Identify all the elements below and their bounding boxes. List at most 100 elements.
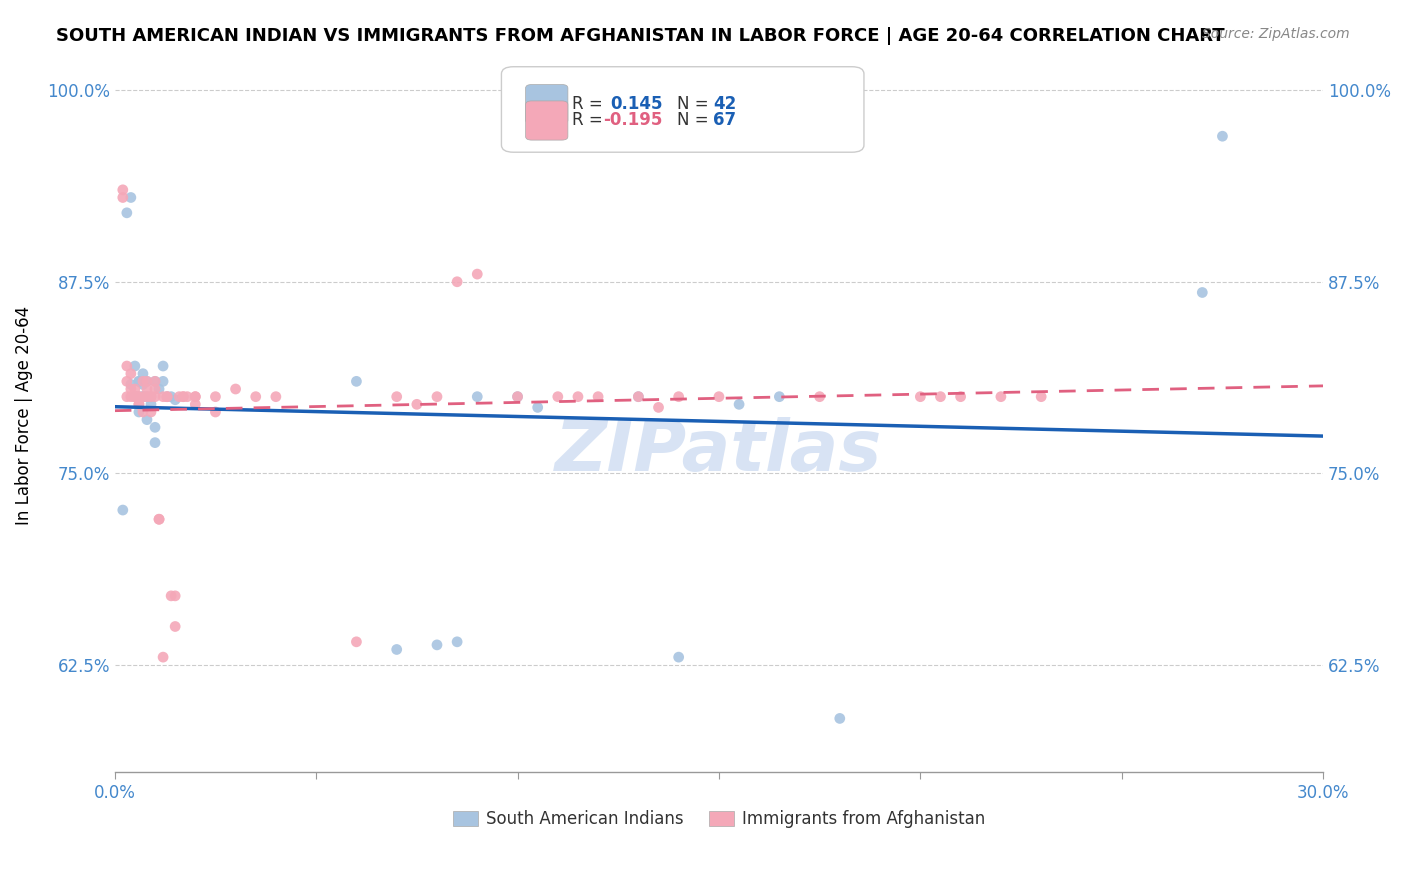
Point [586,390,609,404]
Point [204,390,226,404]
Point [124,390,146,404]
Point [204,405,226,419]
Point [465,267,488,281]
Point [707,390,730,404]
Point [160,390,183,404]
Point [264,390,287,404]
Point [132,377,155,392]
Text: 67: 67 [713,112,735,129]
Text: 0.145: 0.145 [610,95,662,112]
Point [184,390,207,404]
Point [225,382,247,396]
Point [148,512,170,526]
Legend: South American Indians, Immigrants from Afghanistan: South American Indians, Immigrants from … [446,804,991,835]
Point [165,589,187,603]
Point [808,390,831,404]
Point [111,183,134,197]
Point [165,619,187,633]
Point [115,359,138,373]
Point [132,390,155,404]
Point [156,390,179,404]
Point [139,390,162,404]
Point [385,390,408,404]
Point [120,377,142,392]
Point [111,503,134,517]
Point [124,382,146,396]
Text: ZIPatlas: ZIPatlas [555,417,883,486]
Point [143,390,166,404]
Point [346,635,368,649]
Point [567,390,589,404]
Text: N =: N = [676,112,713,129]
Point [156,390,179,404]
Point [128,405,150,419]
Point [128,390,150,404]
Point [143,420,166,434]
Point [120,190,142,204]
Point [136,412,159,426]
Point [547,390,569,404]
Point [128,390,150,404]
Text: SOUTH AMERICAN INDIAN VS IMMIGRANTS FROM AFGHANISTAN IN LABOR FORCE | AGE 20-64 : SOUTH AMERICAN INDIAN VS IMMIGRANTS FROM… [56,27,1225,45]
Text: R =: R = [571,112,607,129]
Point [143,375,166,389]
Point [1191,285,1213,300]
Point [245,390,267,404]
Point [132,375,155,389]
Text: R =: R = [571,95,607,112]
Point [124,390,146,404]
Point [128,375,150,389]
Point [627,390,650,404]
Point [128,397,150,411]
Point [668,390,690,404]
Point [148,512,170,526]
Point [828,711,851,725]
Point [120,367,142,381]
Point [152,359,174,373]
Point [128,397,150,411]
Point [910,390,932,404]
Point [1031,390,1053,404]
Point [668,650,690,665]
Point [132,405,155,419]
Point [184,390,207,404]
Point [120,390,142,404]
Point [426,390,449,404]
Point [176,390,198,404]
Point [627,390,650,404]
Point [929,390,952,404]
FancyBboxPatch shape [526,101,568,140]
Point [143,382,166,396]
Point [526,401,548,415]
Point [143,375,166,389]
Point [132,390,155,404]
Point [139,390,162,404]
FancyBboxPatch shape [502,67,863,153]
Point [136,375,159,389]
Text: 42: 42 [713,95,737,112]
Point [506,390,529,404]
Y-axis label: In Labor Force | Age 20-64: In Labor Force | Age 20-64 [15,306,32,525]
Point [111,190,134,204]
Point [728,397,751,411]
Point [136,390,159,404]
Point [184,397,207,411]
Point [167,390,190,404]
Point [128,375,150,389]
Point [405,397,427,411]
Text: Source: ZipAtlas.com: Source: ZipAtlas.com [1202,27,1350,41]
Point [115,375,138,389]
Point [124,390,146,404]
Point [136,375,159,389]
FancyBboxPatch shape [526,85,568,124]
Point [128,390,150,404]
Point [768,390,790,404]
Point [120,382,142,396]
Point [152,390,174,404]
Point [143,435,166,450]
Point [132,390,155,404]
Point [165,392,187,407]
Point [139,397,162,411]
Point [172,390,194,404]
Point [949,390,972,404]
